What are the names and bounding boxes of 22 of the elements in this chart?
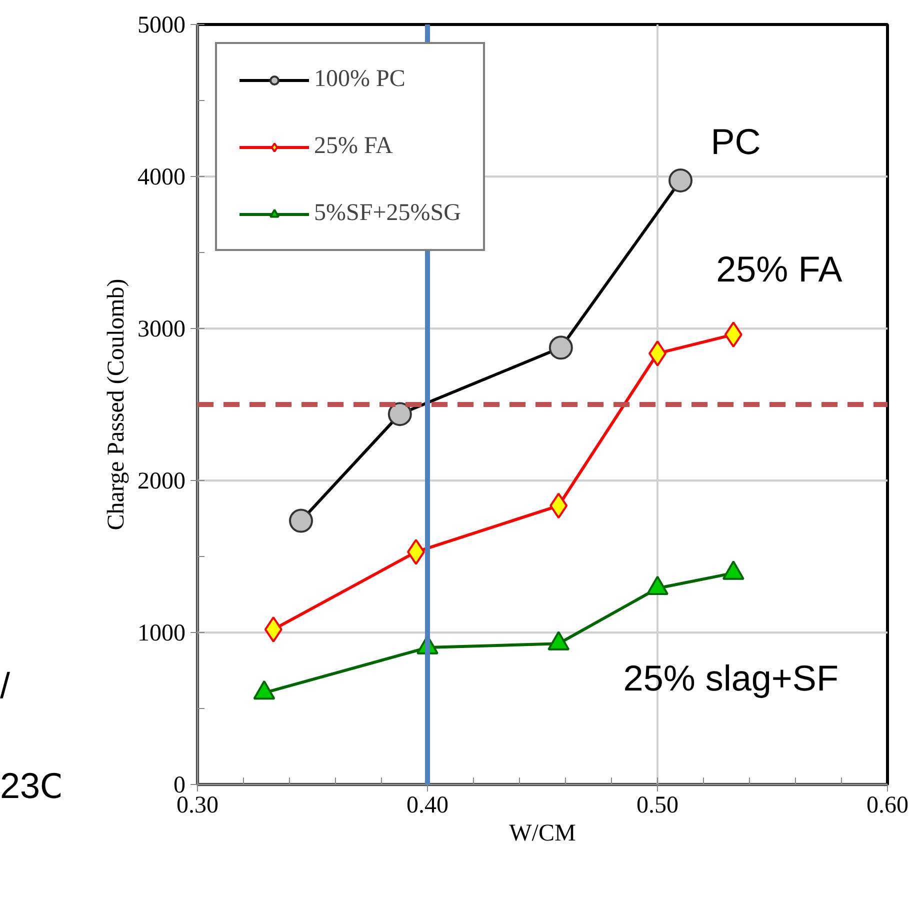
y-axis-title: Charge Passed (Coulomb) [104,278,130,530]
annotation: 25% slag+SF [623,658,838,699]
y-tick-label: 1000 [138,620,186,646]
annotation: 25% FA [716,248,842,290]
legend-label: 100% PC [314,66,406,93]
point [722,560,744,580]
y-tick-label: 3000 [138,316,186,342]
y-tick-label: 2000 [138,468,186,494]
x-tick-label: 0.30 [176,792,218,818]
y-tick-label: 5000 [138,12,186,38]
x-tick-label: 0.50 [636,792,678,818]
x-tick-label: 0.40 [406,792,448,818]
point [646,576,668,596]
legend-label: 5%SF+25%SG [314,200,461,227]
x-tick-label: 0.60 [866,792,908,818]
y-tick-label: 4000 [138,164,186,190]
legend-label: 25% FA [314,133,393,160]
point [253,680,276,700]
text: / [0,664,10,708]
x-axis-title: W/CM [509,820,576,846]
point [548,631,570,650]
annotation: PC [710,121,761,162]
